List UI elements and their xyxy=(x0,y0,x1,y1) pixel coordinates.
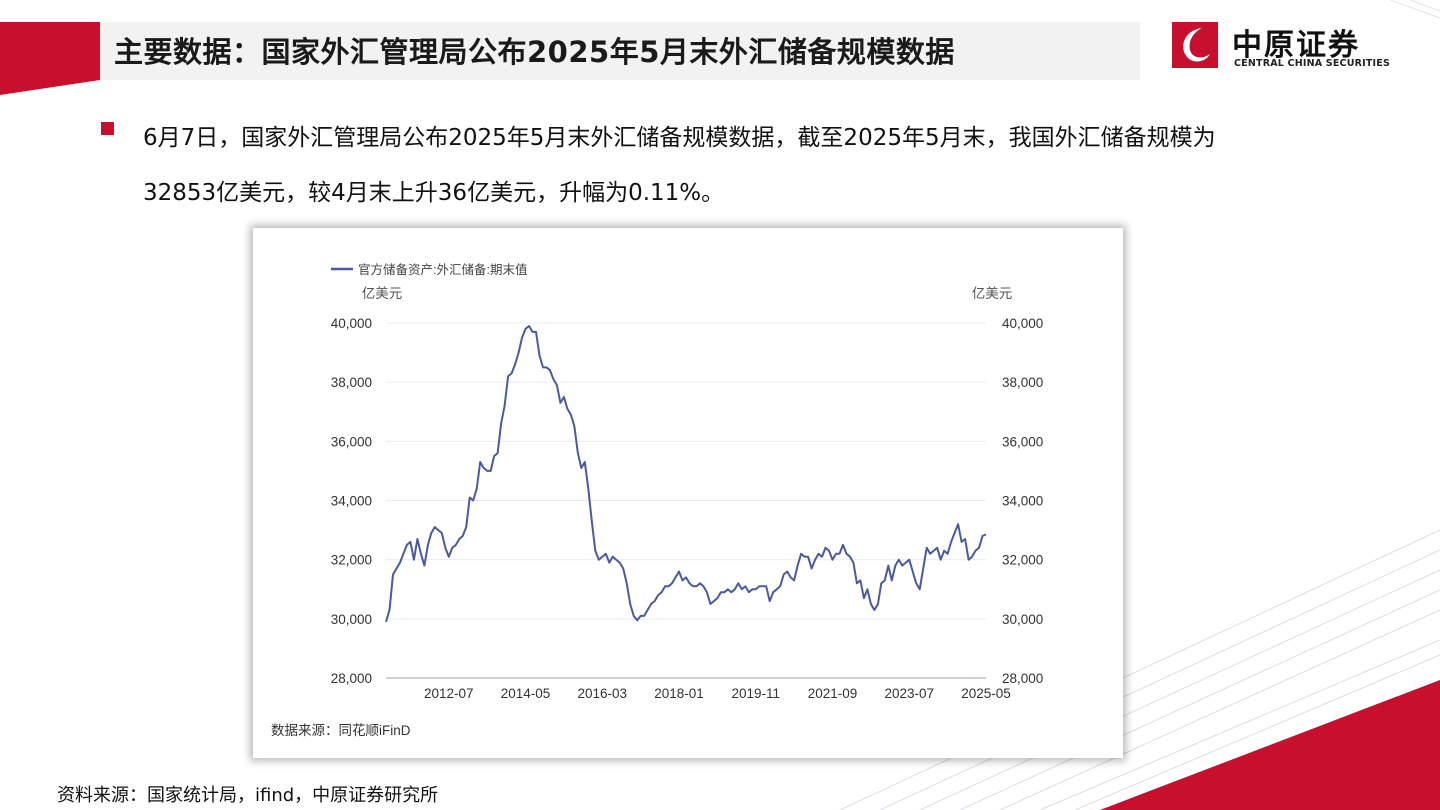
y-tick-label-right: 34,000 xyxy=(1002,494,1043,509)
y-tick-label-left: 28,000 xyxy=(331,671,372,686)
series-line xyxy=(385,325,987,623)
x-tick-label: 2018-01 xyxy=(654,686,704,701)
x-tick-label: 2016-03 xyxy=(578,686,628,701)
y-unit-left: 亿美元 xyxy=(362,286,403,301)
y-unit-right: 亿美元 xyxy=(972,286,1013,301)
x-tick-label: 2021-09 xyxy=(808,686,858,701)
header-red-block xyxy=(0,22,100,95)
y-tick-label-right: 40,000 xyxy=(1002,316,1043,331)
y-tick-label-left: 30,000 xyxy=(331,612,372,627)
logo-mark-swirl xyxy=(1183,28,1210,62)
y-tick-label-left: 40,000 xyxy=(331,316,372,331)
fx-reserve-line-chart: 28,000 28,000 30,000 30,000 32,000 32,000 34,0… xyxy=(271,262,1043,738)
x-tick-label: 2023-07 xyxy=(884,686,934,701)
logo-text-cn: 中原证券 xyxy=(1232,28,1360,63)
y-tick-label-left: 34,000 xyxy=(331,494,372,509)
bullet-square-icon xyxy=(101,122,114,135)
chart-panel: 28,000 28,000 30,000 30,000 32,000 32,000 34,0… xyxy=(253,228,1123,758)
corner-red-triangle xyxy=(1100,680,1440,810)
corner-stripes-top xyxy=(1389,0,1440,19)
summary-line-2: 32853亿美元，较4月末上升36亿美元，升幅为0.11%。 xyxy=(143,180,725,206)
y-tick-label-right: 36,000 xyxy=(1002,434,1043,449)
x-tick-label: 2019-11 xyxy=(731,686,780,701)
legend-label: 官方储备资产:外汇储备:期末值 xyxy=(358,262,527,277)
y-tick-label-left: 38,000 xyxy=(331,375,372,390)
y-tick-label-left: 32,000 xyxy=(331,553,372,568)
x-tick-label: 2014-05 xyxy=(501,686,551,701)
logo-text-en: CENTRAL CHINA SECURITIES xyxy=(1234,58,1391,69)
footer-source: 资料来源：国家统计局，ifind，中原证券研究所 xyxy=(57,785,439,806)
summary-paragraph: 6月7日，国家外汇管理局公布2025年5月末外汇储备规模数据，截至2025年5月… xyxy=(143,111,1383,221)
y-tick-label-right: 28,000 xyxy=(1002,671,1043,686)
y-tick-label-right: 32,000 xyxy=(1002,553,1043,568)
chart-source: 数据来源：同花顺iFinD xyxy=(271,723,411,738)
company-logo xyxy=(1172,22,1218,68)
x-tick-label: 2025-05 xyxy=(961,686,1011,701)
summary-line-1: 6月7日，国家外汇管理局公布2025年5月末外汇储备规模数据，截至2025年5月… xyxy=(143,125,1216,151)
y-tick-label-left: 36,000 xyxy=(331,434,372,449)
y-tick-label-right: 30,000 xyxy=(1002,612,1043,627)
page-title: 主要数据：国家外汇管理局公布2025年5月末外汇储备规模数据 xyxy=(114,35,955,69)
y-tick-label-right: 38,000 xyxy=(1002,375,1043,390)
x-tick-label: 2012-07 xyxy=(424,686,474,701)
